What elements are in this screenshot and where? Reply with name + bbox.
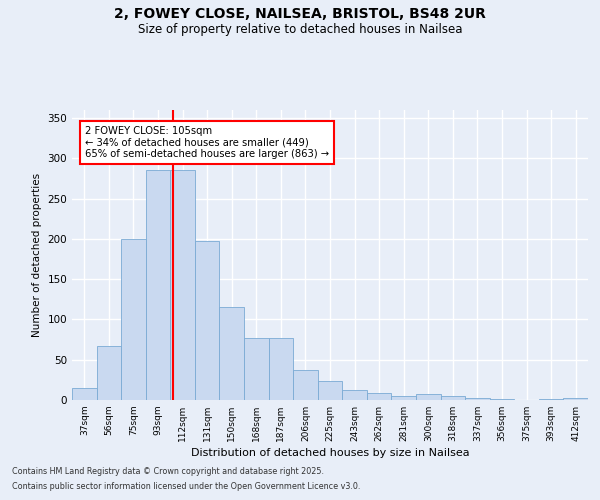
Text: Size of property relative to detached houses in Nailsea: Size of property relative to detached ho… bbox=[138, 22, 462, 36]
Bar bbox=[97, 346, 121, 400]
Bar bbox=[72, 388, 97, 400]
Bar bbox=[269, 338, 293, 400]
Bar bbox=[170, 170, 195, 400]
Bar bbox=[563, 398, 588, 400]
Bar bbox=[416, 394, 440, 400]
X-axis label: Distribution of detached houses by size in Nailsea: Distribution of detached houses by size … bbox=[191, 448, 469, 458]
Text: Contains HM Land Registry data © Crown copyright and database right 2025.: Contains HM Land Registry data © Crown c… bbox=[12, 467, 324, 476]
Y-axis label: Number of detached properties: Number of detached properties bbox=[32, 173, 42, 337]
Bar bbox=[244, 338, 269, 400]
Text: 2 FOWEY CLOSE: 105sqm
← 34% of detached houses are smaller (449)
65% of semi-det: 2 FOWEY CLOSE: 105sqm ← 34% of detached … bbox=[85, 126, 329, 160]
Bar bbox=[391, 396, 416, 400]
Text: 2, FOWEY CLOSE, NAILSEA, BRISTOL, BS48 2UR: 2, FOWEY CLOSE, NAILSEA, BRISTOL, BS48 2… bbox=[114, 8, 486, 22]
Bar bbox=[465, 398, 490, 400]
Bar bbox=[490, 399, 514, 400]
Bar bbox=[342, 390, 367, 400]
Text: Contains public sector information licensed under the Open Government Licence v3: Contains public sector information licen… bbox=[12, 482, 361, 491]
Bar bbox=[318, 380, 342, 400]
Bar bbox=[539, 399, 563, 400]
Bar bbox=[195, 242, 220, 400]
Bar bbox=[220, 308, 244, 400]
Bar bbox=[121, 239, 146, 400]
Bar bbox=[367, 393, 391, 400]
Bar bbox=[146, 170, 170, 400]
Bar bbox=[440, 396, 465, 400]
Bar bbox=[293, 370, 318, 400]
